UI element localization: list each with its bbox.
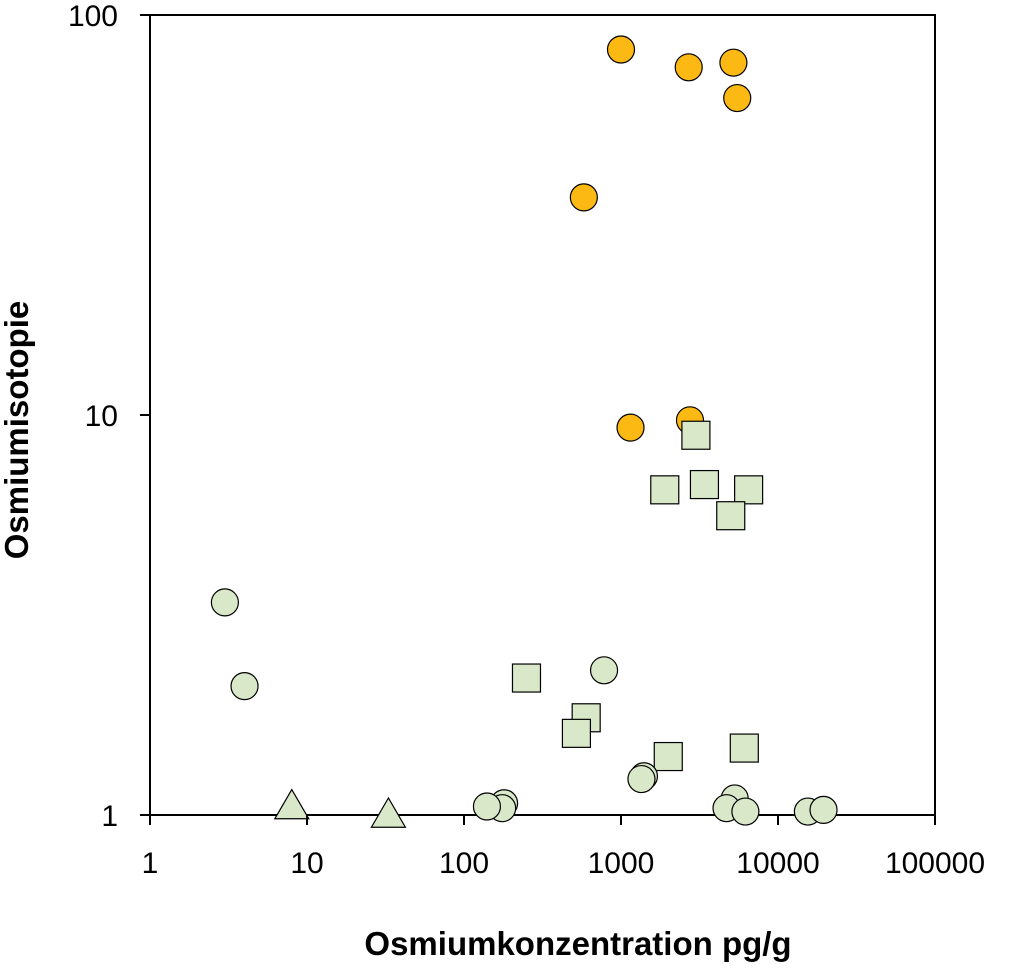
data-point-circle [616, 413, 645, 442]
data-point-circle [723, 83, 752, 113]
data-point-circle [719, 48, 748, 77]
data-point-square [689, 469, 720, 500]
x-tick-label: 10000 [736, 847, 819, 880]
data-point-circle [674, 53, 703, 82]
data-point-circle [809, 795, 838, 824]
x-tick-label: 100 [439, 847, 489, 880]
data-point-square [734, 475, 764, 505]
data-point-square [716, 501, 746, 531]
data-point-square [653, 741, 683, 772]
x-tick-label: 10 [290, 847, 323, 880]
data-point-square [729, 733, 759, 763]
y-tick-label: 100 [68, 0, 118, 33]
y-tick-label: 1 [101, 800, 118, 833]
data-point-circle [627, 764, 656, 794]
y-axis-title: Osmiumisotopie [0, 301, 35, 560]
x-axis-title: Osmiumkonzentration pg/g [364, 925, 791, 962]
y-tick-label: 10 [85, 400, 118, 433]
data-point-circle [472, 792, 502, 821]
data-point-circle [569, 183, 598, 212]
data-point-square [511, 663, 542, 693]
x-tick-label: 1000 [588, 847, 655, 880]
data-point-square [681, 420, 711, 450]
plot-area [149, 14, 936, 816]
axis-ticks: 1 10 100 1000 10000 100000 1 10 100 [68, 0, 985, 880]
data-point-circle [731, 797, 760, 826]
x-tick-label: 1 [142, 847, 159, 880]
plot-border [149, 14, 936, 816]
data-point-circle [230, 672, 259, 701]
data-point-triangle [370, 796, 407, 828]
data-point-circle [606, 35, 636, 64]
data-point-circle [210, 588, 240, 617]
data-point-circle [589, 656, 619, 685]
data-point-square [650, 475, 680, 505]
data-points [210, 35, 838, 828]
data-point-triangle [273, 788, 310, 820]
x-tick-label: 100000 [885, 847, 985, 880]
data-point-square [561, 718, 592, 748]
